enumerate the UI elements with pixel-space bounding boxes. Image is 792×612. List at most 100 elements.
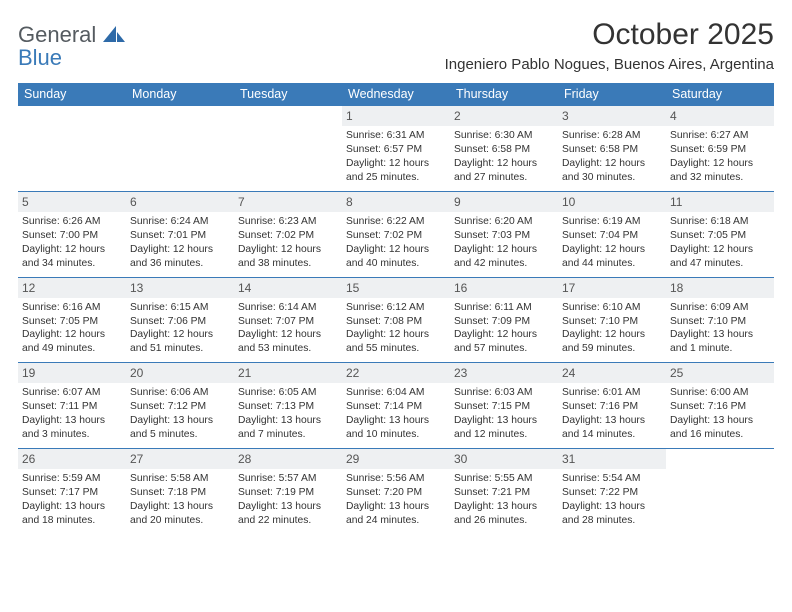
sunset-text: Sunset: 6:58 PM — [454, 143, 554, 157]
sunrise-text: Sunrise: 5:58 AM — [130, 472, 230, 486]
day-number: 8 — [342, 192, 450, 212]
daylight-text: Daylight: 12 hours — [130, 243, 230, 257]
daylight-text: and 47 minutes. — [670, 257, 770, 271]
day-number: 26 — [18, 449, 126, 469]
daylight-text: Daylight: 13 hours — [130, 414, 230, 428]
daylight-text: Daylight: 12 hours — [346, 243, 446, 257]
calendar-cell — [18, 106, 126, 192]
dayhead-sun: Sunday — [18, 83, 126, 106]
daylight-text: Daylight: 12 hours — [22, 328, 122, 342]
sunset-text: Sunset: 7:10 PM — [670, 315, 770, 329]
daylight-text: Daylight: 12 hours — [454, 157, 554, 171]
daylight-text: Daylight: 12 hours — [562, 328, 662, 342]
sunrise-text: Sunrise: 6:18 AM — [670, 215, 770, 229]
daylight-text: Daylight: 13 hours — [670, 328, 770, 342]
sunset-text: Sunset: 7:02 PM — [238, 229, 338, 243]
calendar-cell: 7Sunrise: 6:23 AMSunset: 7:02 PMDaylight… — [234, 191, 342, 277]
calendar-cell: 11Sunrise: 6:18 AMSunset: 7:05 PMDayligh… — [666, 191, 774, 277]
calendar-cell: 9Sunrise: 6:20 AMSunset: 7:03 PMDaylight… — [450, 191, 558, 277]
daylight-text: Daylight: 13 hours — [562, 500, 662, 514]
calendar-cell: 17Sunrise: 6:10 AMSunset: 7:10 PMDayligh… — [558, 277, 666, 363]
sunrise-text: Sunrise: 6:05 AM — [238, 386, 338, 400]
sunrise-text: Sunrise: 6:04 AM — [346, 386, 446, 400]
sunrise-text: Sunrise: 5:59 AM — [22, 472, 122, 486]
calendar-cell — [666, 449, 774, 534]
sunrise-text: Sunrise: 6:15 AM — [130, 301, 230, 315]
daylight-text: Daylight: 13 hours — [130, 500, 230, 514]
sunset-text: Sunset: 7:12 PM — [130, 400, 230, 414]
page-header: General Blue October 2025 Ingeniero Pabl… — [18, 18, 774, 79]
daylight-text: and 32 minutes. — [670, 171, 770, 185]
calendar-cell: 4Sunrise: 6:27 AMSunset: 6:59 PMDaylight… — [666, 106, 774, 192]
day-number: 11 — [666, 192, 774, 212]
sunset-text: Sunset: 7:03 PM — [454, 229, 554, 243]
day-number: 13 — [126, 278, 234, 298]
sunset-text: Sunset: 7:17 PM — [22, 486, 122, 500]
daylight-text: Daylight: 12 hours — [130, 328, 230, 342]
daylight-text: and 12 minutes. — [454, 428, 554, 442]
day-number: 3 — [558, 106, 666, 126]
sunrise-text: Sunrise: 6:26 AM — [22, 215, 122, 229]
day-number: 1 — [342, 106, 450, 126]
daylight-text: Daylight: 13 hours — [670, 414, 770, 428]
day-number: 6 — [126, 192, 234, 212]
sunrise-text: Sunrise: 6:28 AM — [562, 129, 662, 143]
calendar-cell: 8Sunrise: 6:22 AMSunset: 7:02 PMDaylight… — [342, 191, 450, 277]
sunset-text: Sunset: 7:19 PM — [238, 486, 338, 500]
sunset-text: Sunset: 7:08 PM — [346, 315, 446, 329]
day-header-row: Sunday Monday Tuesday Wednesday Thursday… — [18, 83, 774, 106]
sunset-text: Sunset: 7:10 PM — [562, 315, 662, 329]
daylight-text: and 59 minutes. — [562, 342, 662, 356]
dayhead-sat: Saturday — [666, 83, 774, 106]
sunrise-text: Sunrise: 6:12 AM — [346, 301, 446, 315]
calendar-cell: 30Sunrise: 5:55 AMSunset: 7:21 PMDayligh… — [450, 449, 558, 534]
daylight-text: Daylight: 12 hours — [22, 243, 122, 257]
sunset-text: Sunset: 7:14 PM — [346, 400, 446, 414]
daylight-text: and 51 minutes. — [130, 342, 230, 356]
calendar-cell: 26Sunrise: 5:59 AMSunset: 7:17 PMDayligh… — [18, 449, 126, 534]
location-text: Ingeniero Pablo Nogues, Buenos Aires, Ar… — [445, 56, 774, 73]
calendar-week-row: 26 Sunrise: 5:59 AMSunset: 7:17 PM Dayligh… — [18, 449, 774, 534]
calendar-table: Sunday Monday Tuesday Wednesday Thursday… — [18, 83, 774, 534]
sunset-text: Sunset: 7:01 PM — [130, 229, 230, 243]
sunrise-text: Sunrise: 5:57 AM — [238, 472, 338, 486]
daylight-text: Daylight: 12 hours — [562, 157, 662, 171]
calendar-page: General Blue October 2025 Ingeniero Pabl… — [0, 0, 792, 534]
sunset-text: Sunset: 7:16 PM — [670, 400, 770, 414]
dayhead-mon: Monday — [126, 83, 234, 106]
calendar-cell — [234, 106, 342, 192]
daylight-text: Daylight: 12 hours — [454, 243, 554, 257]
sunrise-text: Sunrise: 6:24 AM — [130, 215, 230, 229]
daylight-text: Daylight: 13 hours — [346, 414, 446, 428]
day-number: 7 — [234, 192, 342, 212]
daylight-text: and 24 minutes. — [346, 514, 446, 528]
calendar-cell: 23Sunrise: 6:03 AMSunset: 7:15 PMDayligh… — [450, 363, 558, 449]
daylight-text: and 36 minutes. — [130, 257, 230, 271]
calendar-cell: 5Sunrise: 6:26 AMSunset: 7:00 PMDaylight… — [18, 191, 126, 277]
day-number: 16 — [450, 278, 558, 298]
daylight-text: and 22 minutes. — [238, 514, 338, 528]
calendar-cell: 16Sunrise: 6:11 AMSunset: 7:09 PMDayligh… — [450, 277, 558, 363]
daylight-text: and 28 minutes. — [562, 514, 662, 528]
daylight-text: and 7 minutes. — [238, 428, 338, 442]
day-number: 4 — [666, 106, 774, 126]
dayhead-fri: Friday — [558, 83, 666, 106]
sunrise-text: Sunrise: 5:56 AM — [346, 472, 446, 486]
sunrise-text: Sunrise: 6:00 AM — [670, 386, 770, 400]
daylight-text: Daylight: 12 hours — [238, 328, 338, 342]
daylight-text: Daylight: 12 hours — [238, 243, 338, 257]
sunrise-text: Sunrise: 6:16 AM — [22, 301, 122, 315]
daylight-text: Daylight: 13 hours — [238, 500, 338, 514]
daylight-text: and 18 minutes. — [22, 514, 122, 528]
daylight-text: and 30 minutes. — [562, 171, 662, 185]
sunset-text: Sunset: 7:05 PM — [22, 315, 122, 329]
daylight-text: Daylight: 12 hours — [454, 328, 554, 342]
daylight-text: and 34 minutes. — [22, 257, 122, 271]
daylight-text: and 3 minutes. — [22, 428, 122, 442]
sunrise-text: Sunrise: 6:10 AM — [562, 301, 662, 315]
calendar-cell: 18Sunrise: 6:09 AMSunset: 7:10 PMDayligh… — [666, 277, 774, 363]
calendar-cell: 19Sunrise: 6:07 AMSunset: 7:11 PMDayligh… — [18, 363, 126, 449]
sunset-text: Sunset: 6:59 PM — [670, 143, 770, 157]
day-number: 27 — [126, 449, 234, 469]
calendar-week-row: 1Sunrise: 6:31 AMSunset: 6:57 PMDaylight… — [18, 106, 774, 192]
